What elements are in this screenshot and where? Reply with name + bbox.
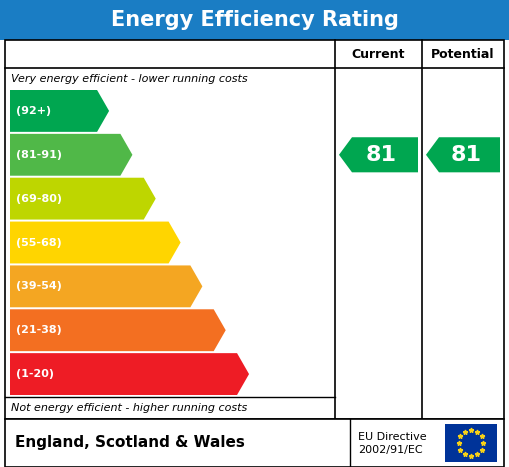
Text: (39-54): (39-54) [16,281,62,291]
Text: C: C [157,190,169,208]
Bar [5,40,504,419]
Polygon shape [10,353,249,395]
Text: Energy Efficiency Rating: Energy Efficiency Rating [110,10,399,30]
Text: England, Scotland & Wales: England, Scotland & Wales [15,436,245,451]
Text: G: G [250,365,264,383]
Text: EU Directive: EU Directive [358,432,427,442]
Text: 81: 81 [366,145,397,165]
Text: (92+): (92+) [16,106,51,116]
Polygon shape [10,134,132,176]
Text: (69-80): (69-80) [16,194,62,204]
Bar [0,0,509,40]
Text: A: A [110,102,123,120]
Bar [445,424,497,462]
Polygon shape [10,178,156,219]
Polygon shape [426,137,500,172]
Text: 81: 81 [450,145,482,165]
Text: E: E [204,277,215,295]
Polygon shape [10,90,109,132]
Text: (21-38): (21-38) [16,325,62,335]
Polygon shape [10,221,181,263]
Polygon shape [10,265,203,307]
Text: D: D [182,234,195,252]
Bar [5,419,504,467]
Text: 2002/91/EC: 2002/91/EC [358,445,422,455]
Text: (55-68): (55-68) [16,238,62,248]
Text: Potential: Potential [431,48,495,61]
Text: (81-91): (81-91) [16,150,62,160]
Text: F: F [227,321,238,339]
Text: Current: Current [352,48,405,61]
Text: B: B [133,146,146,164]
Text: Very energy efficient - lower running costs: Very energy efficient - lower running co… [11,74,247,84]
Text: Not energy efficient - higher running costs: Not energy efficient - higher running co… [11,403,247,413]
Text: (1-20): (1-20) [16,369,54,379]
Polygon shape [339,137,418,172]
Polygon shape [10,309,225,351]
